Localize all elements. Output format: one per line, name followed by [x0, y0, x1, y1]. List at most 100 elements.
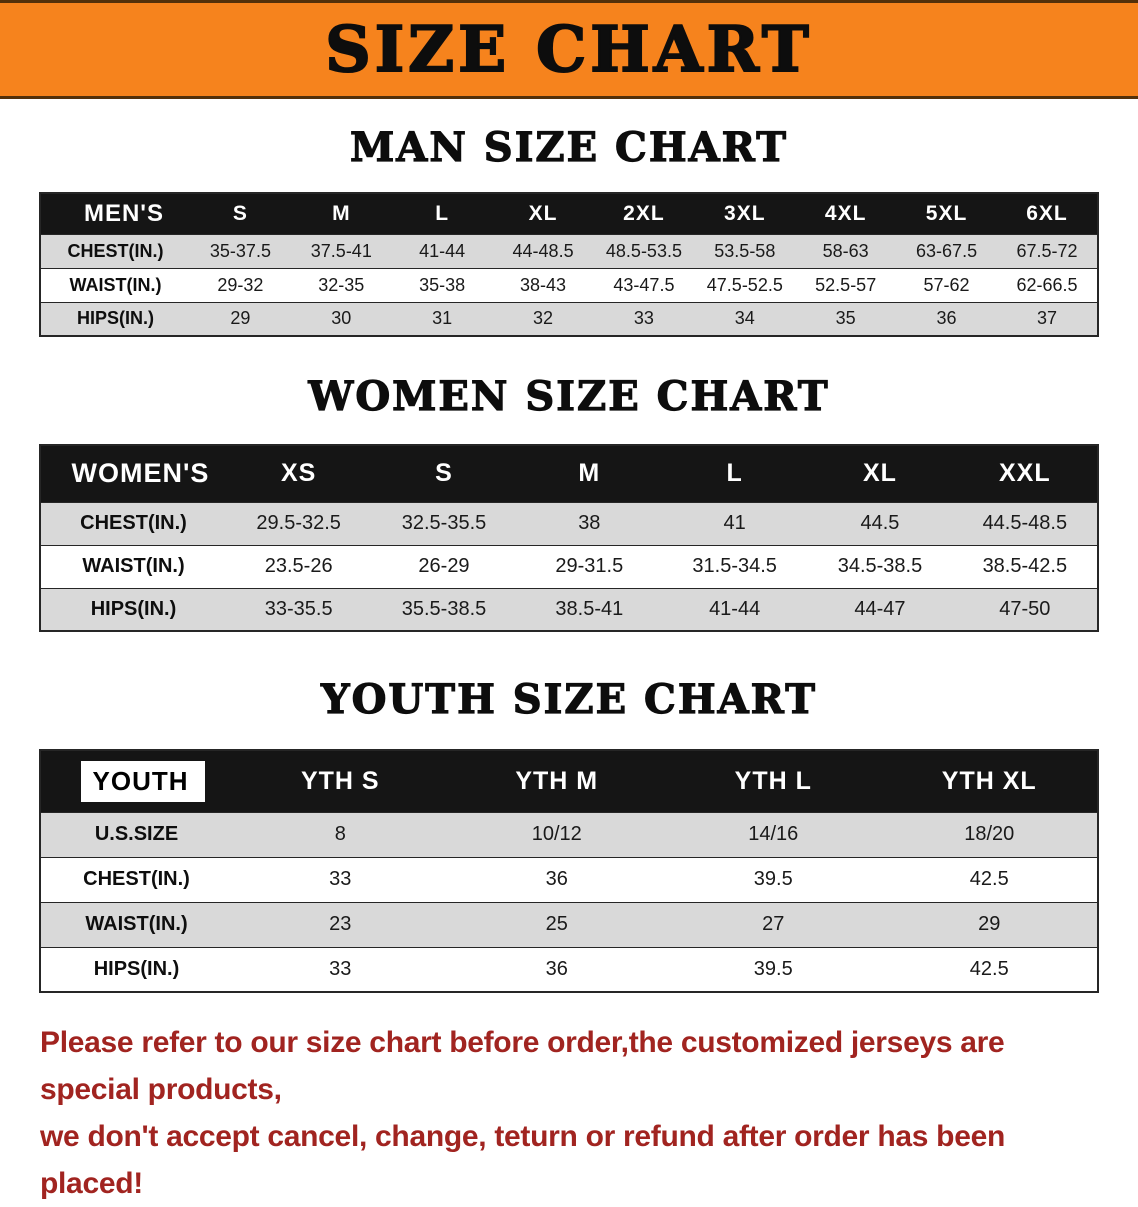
size-value-cell: 23	[329, 913, 352, 935]
table-corner-label: YOUTH	[40, 750, 232, 812]
size-value-cell: 29.5-32.5	[256, 512, 341, 534]
size-column-header: L	[661, 445, 808, 502]
size-value-cell: 44-48.5	[512, 240, 574, 261]
size-value-cell: 58-63	[822, 240, 869, 261]
size-value-cell: 42.5	[969, 957, 1009, 980]
size-column-header: 2XL	[593, 193, 695, 234]
size-value-cell: 8	[334, 823, 346, 845]
size-value-cell: 29	[978, 913, 1001, 935]
size-value-cell: 29	[230, 308, 251, 329]
size-value-cell: 62-66.5	[1016, 274, 1078, 295]
size-value-cell: 38.5-42.5	[982, 555, 1068, 577]
youth-size-table: YOUTH YTH S YTH M YTH L YTH XL U.S.SIZE 8 10/12…	[39, 749, 1099, 993]
size-value-cell: 63-67.5	[916, 240, 978, 261]
table-header-row: MEN'S S M L XL 2XL 3XL 4XL 5XL 6XL	[40, 193, 1098, 234]
size-value-cell: 33-35.5	[264, 597, 333, 620]
size-value-cell: 35-38	[419, 274, 466, 295]
measurement-row-label: WAIST(IN.)	[69, 274, 162, 295]
size-value-cell: 38-43	[520, 274, 567, 295]
size-value-cell: 23.5-26	[264, 555, 333, 577]
size-value-cell: 34.5-38.5	[837, 555, 923, 577]
measurement-row: CHEST(IN.) 35-37.5 37.5-41 41-44 44-48.5 48.5…	[40, 234, 1098, 268]
measurement-row-label: HIPS(IN.)	[90, 597, 177, 620]
measurement-row: WAIST(IN.) 29-32 32-35 35-38 38-43 43-47.5 47.…	[40, 268, 1098, 302]
youth-section-heading: YOUTH SIZE CHART	[320, 675, 817, 723]
size-column-header: 6XL	[997, 193, 1098, 234]
measurement-row-label: CHEST(IN.)	[67, 240, 164, 261]
disclaimer: Please refer to our size chart before or…	[40, 1019, 1106, 1207]
size-value-cell: 34	[734, 308, 755, 329]
size-value-cell: 33	[329, 868, 352, 890]
size-value-cell: 47.5-52.5	[706, 274, 783, 295]
measurement-row: CHEST(IN.) 29.5-32.5 32.5-35.5 38 41 44.5 44.5…	[40, 502, 1098, 545]
size-column-header: XXL	[952, 445, 1098, 502]
size-value-cell: 27	[762, 913, 785, 935]
youth-size-chart-section: YOUTH SIZE CHART YOUTH YTH S YTH M YTH L YTH…	[0, 675, 1138, 993]
size-column-header: M	[290, 193, 392, 234]
size-value-cell: 29-31.5	[555, 555, 624, 577]
size-value-cell: 38.5-41	[555, 597, 624, 620]
measurement-row-label: WAIST(IN.)	[82, 555, 185, 577]
measurement-row-label: CHEST(IN.)	[80, 512, 187, 534]
size-value-cell: 42.5	[969, 868, 1009, 890]
measurement-row: HIPS(IN.) 33-35.5 35.5-38.5 38.5-41 41-44 44-…	[40, 588, 1098, 631]
disclaimer-line-2: we don't accept cancel, change, teturn o…	[40, 1120, 1005, 1201]
size-value-cell: 35-37.5	[209, 240, 271, 261]
size-value-cell: 36	[545, 957, 568, 980]
size-column-header: M	[516, 445, 662, 502]
size-value-cell: 53.5-58	[714, 240, 776, 261]
size-column-header: S	[371, 445, 517, 502]
measurement-row: CHEST(IN.) 33 36 39.5 42.5	[40, 857, 1098, 902]
size-value-cell: 57-62	[923, 274, 970, 295]
size-value-cell: 39.5	[753, 957, 793, 980]
size-value-cell: 31	[432, 308, 453, 329]
size-value-cell: 47-50	[999, 597, 1051, 620]
corner-label-text: YOUTH	[80, 760, 205, 802]
measurement-row-label: HIPS(IN.)	[93, 957, 180, 980]
size-column-header: L	[391, 193, 493, 234]
size-value-cell: 37.5-41	[310, 240, 372, 261]
size-value-cell: 32-35	[318, 274, 365, 295]
size-value-cell: 41-44	[419, 240, 466, 261]
size-column-header: XL	[807, 445, 953, 502]
measurement-row-label: CHEST(IN.)	[83, 868, 190, 890]
size-value-cell: 35	[835, 308, 856, 329]
men-section-heading: MAN SIZE CHART	[349, 123, 788, 171]
size-value-cell: 44.5-48.5	[982, 512, 1068, 534]
banner: SIZE CHART	[0, 0, 1138, 99]
size-value-cell: 25	[545, 913, 568, 935]
table-corner-label: WOMEN'S	[40, 445, 226, 502]
size-column-header: YTH XL	[881, 750, 1098, 812]
size-value-cell: 36	[545, 868, 568, 890]
size-value-cell: 48.5-53.5	[605, 240, 682, 261]
size-column-header: 5XL	[896, 193, 997, 234]
size-value-cell: 30	[331, 308, 352, 329]
women-size-chart-section: WOMEN SIZE CHART WOMEN'S XS S M L XL XXL CHEST(…	[0, 372, 1138, 632]
size-value-cell: 67.5-72	[1016, 240, 1078, 261]
corner-label-text: MEN'S	[83, 199, 165, 227]
size-value-cell: 31.5-34.5	[692, 555, 777, 577]
size-value-cell: 36	[936, 308, 957, 329]
size-value-cell: 33	[633, 308, 654, 329]
size-value-cell: 26-29	[418, 555, 470, 577]
size-value-cell: 43-47.5	[613, 274, 675, 295]
measurement-row: HIPS(IN.) 33 36 39.5 42.5	[40, 947, 1098, 992]
size-value-cell: 35.5-38.5	[401, 597, 487, 620]
size-value-cell: 32.5-35.5	[401, 512, 487, 534]
size-value-cell: 29-32	[217, 274, 264, 295]
corner-label-text: WOMEN'S	[71, 458, 210, 489]
men-size-chart-section: MAN SIZE CHART MEN'S S M L XL 2XL 3XL 4XL 5XL 6XL…	[0, 123, 1138, 337]
measurement-row: WAIST(IN.) 23.5-26 26-29 29-31.5 31.5-34.5 34…	[40, 545, 1098, 588]
size-value-cell: 52.5-57	[815, 274, 877, 295]
size-column-header: XS	[226, 445, 372, 502]
size-value-cell: 38	[578, 512, 601, 534]
size-column-header: YTH L	[665, 750, 882, 812]
size-value-cell: 33	[329, 957, 352, 980]
size-value-cell: 44-47	[854, 597, 906, 620]
size-column-header: XL	[492, 193, 594, 234]
size-value-cell: 39.5	[753, 868, 793, 890]
size-value-cell: 18/20	[964, 823, 1015, 845]
measurement-row-label: HIPS(IN.)	[76, 308, 154, 329]
table-corner-label: MEN'S	[40, 193, 190, 234]
